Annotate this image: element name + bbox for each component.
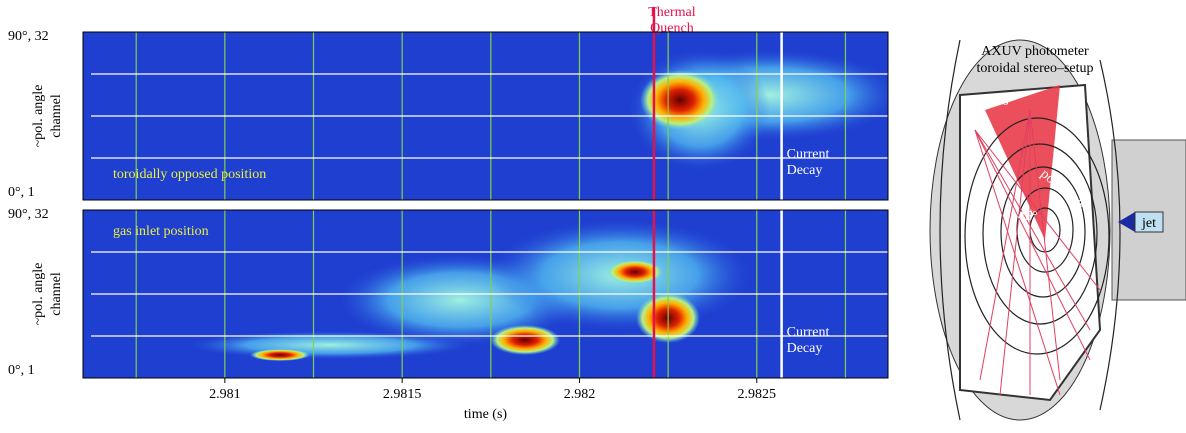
- x-axis-label: time (s): [464, 407, 507, 422]
- diagram-label: jet: [1141, 216, 1156, 231]
- annotation-text: Current: [787, 147, 830, 162]
- annotation-text: Decay: [787, 163, 823, 178]
- plot-frame: [82, 209, 889, 379]
- diagram-label: 45°: [1018, 209, 1038, 224]
- x-tick-label: 2.9815: [383, 387, 422, 402]
- annotation-text: Thermal: [648, 5, 696, 20]
- x-tick-label: 2.981: [209, 387, 241, 402]
- heatmap-features: [190, 220, 750, 361]
- y-tick-label: 90°, 32: [8, 207, 49, 222]
- annotation-text: Quench: [650, 21, 694, 36]
- y-axis-label: ~pol. angle: [31, 263, 46, 326]
- y-tick-label: 0°, 1: [8, 185, 35, 200]
- x-tick-label: 2.982: [564, 387, 596, 402]
- y-tick-label: 0°, 1: [8, 363, 35, 378]
- tokamak-diagram: [929, 39, 1186, 421]
- annotation-text: Current: [787, 325, 830, 340]
- y-axis-label: channel: [49, 272, 64, 316]
- diagram-title: AXUV photometer: [981, 44, 1089, 59]
- x-tick-label: 2.9825: [738, 387, 777, 402]
- y-axis-label: ~pol. angle: [31, 85, 46, 148]
- heatmap-features: [630, 50, 888, 170]
- panel-label: toroidally opposed position: [113, 167, 266, 182]
- annotation-text: Decay: [787, 341, 823, 356]
- diagram-label: 90°: [995, 94, 1015, 109]
- diagram-label: 0°: [1072, 201, 1085, 216]
- panel-label: gas inlet position: [113, 224, 209, 239]
- y-axis-label: channel: [49, 94, 64, 138]
- diagram-title: toroidal stereo–setup: [976, 61, 1093, 76]
- plot-frame: [82, 31, 889, 201]
- y-tick-label: 90°, 32: [8, 29, 49, 44]
